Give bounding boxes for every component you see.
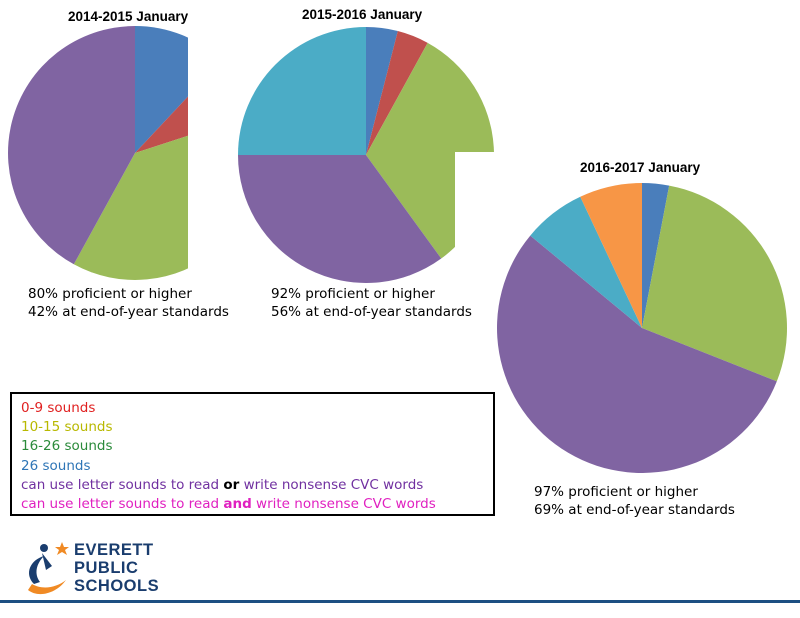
pie-chart-2016-2017 bbox=[497, 183, 788, 473]
legend-item-read-or-write: can use letter sounds to read or write n… bbox=[21, 476, 493, 495]
legend-item-16-26-sounds: 16-26 sounds bbox=[21, 438, 113, 455]
standards-caption: 69% at end-of-year standards bbox=[534, 502, 735, 518]
footer-rule bbox=[0, 600, 800, 603]
standards-caption: 56% at end-of-year standards bbox=[271, 304, 472, 320]
pie-slice-orange bbox=[580, 183, 642, 328]
pie-slice-purple bbox=[497, 235, 777, 473]
logo-line-3: SCHOOLS bbox=[74, 577, 160, 595]
chart-caption-2015-2016: 92% proficient or higher 56% at end-of-y… bbox=[271, 285, 472, 321]
proficient-caption: 80% proficient or higher bbox=[28, 286, 192, 302]
pie-slice-blue bbox=[135, 26, 188, 153]
pie-slice-blue bbox=[366, 27, 398, 155]
pie-slice-blue bbox=[642, 183, 670, 328]
pie-slice-purple bbox=[8, 26, 136, 265]
pie-slice-green bbox=[642, 185, 788, 382]
legend-emphasis: or bbox=[223, 476, 240, 493]
legend: 0-9 sounds 10-15 sounds 16-26 sounds 26 … bbox=[10, 392, 495, 516]
legend-item-10-15-sounds: 10-15 sounds bbox=[21, 419, 113, 436]
proficient-caption: 92% proficient or higher bbox=[271, 286, 435, 302]
pie-chart-2014-2015 bbox=[8, 26, 188, 280]
pie-slice-red bbox=[366, 31, 428, 155]
pie-slice-teal bbox=[238, 27, 366, 155]
chart-caption-2014-2015: 80% proficient or higher 42% at end-of-y… bbox=[28, 285, 229, 321]
overlap-mask bbox=[455, 152, 500, 290]
pie-slice-green bbox=[73, 135, 188, 280]
chart-caption-2016-2017: 97% proficient or higher 69% at end-of-y… bbox=[534, 483, 735, 519]
logo-swoosh-icon bbox=[28, 542, 69, 595]
legend-text: can use letter sounds to read bbox=[21, 476, 224, 493]
proficient-caption: 97% proficient or higher bbox=[534, 484, 698, 500]
legend-text: can use letter sounds to read bbox=[21, 496, 224, 513]
everett-public-schools-logo: EVERETT PUBLIC SCHOOLS bbox=[22, 540, 172, 600]
legend-item-read-and-write: can use letter sounds to read and write … bbox=[21, 495, 493, 514]
logo-line-1: EVERETT bbox=[74, 541, 154, 559]
standards-caption: 42% at end-of-year standards bbox=[28, 304, 229, 320]
legend-text: write nonsense CVC words bbox=[251, 496, 436, 513]
legend-item-26-sounds: 26 sounds bbox=[21, 457, 91, 474]
pie-slice-purple bbox=[238, 155, 442, 283]
pie-slice-red bbox=[135, 96, 188, 153]
pie-chart-2015-2016 bbox=[238, 27, 500, 290]
pie-slice-teal bbox=[530, 196, 642, 328]
legend-emphasis: and bbox=[223, 496, 252, 513]
chart-title-2016-2017: 2016-2017 January bbox=[580, 160, 701, 175]
legend-text: write nonsense CVC words bbox=[239, 476, 424, 493]
chart-title-2015-2016: 2015-2016 January bbox=[302, 7, 423, 22]
chart-title-2014-2015: 2014-2015 January bbox=[68, 9, 188, 24]
logo-line-2: PUBLIC bbox=[74, 559, 139, 577]
legend-item-0-9-sounds: 0-9 sounds bbox=[21, 400, 96, 416]
